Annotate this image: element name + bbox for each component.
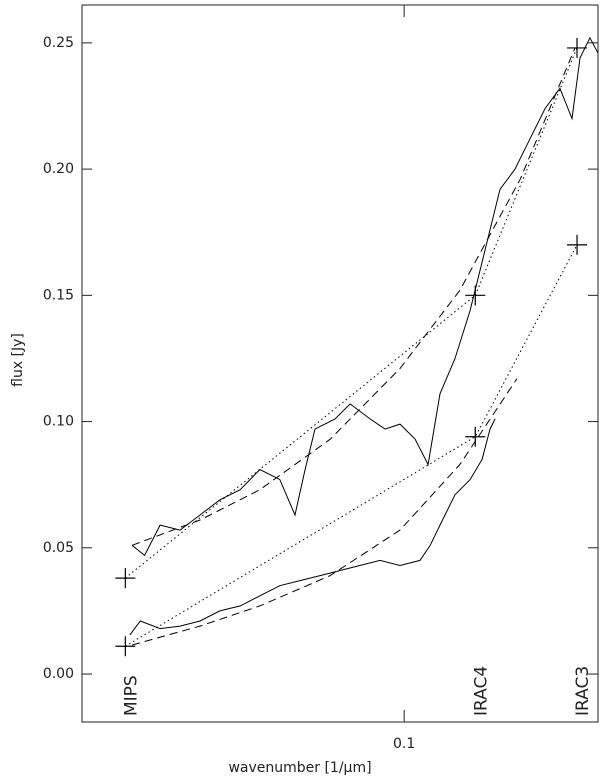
series-line xyxy=(124,47,578,579)
marker xyxy=(465,285,486,306)
y-tick-label: 0.10 xyxy=(43,414,74,430)
annotation: IRAC4 xyxy=(471,666,491,716)
x-tick-label: 0.1 xyxy=(393,736,415,752)
y-tick-label: 0.20 xyxy=(43,161,74,177)
y-tick-label: 0.05 xyxy=(43,540,74,556)
series-line xyxy=(129,418,496,636)
annotation: MIPS xyxy=(121,675,141,716)
series-line xyxy=(131,47,576,546)
marker xyxy=(567,37,588,58)
marker xyxy=(567,234,588,255)
plot-frame xyxy=(81,4,599,723)
series-line xyxy=(131,36,599,557)
series-line xyxy=(131,378,518,646)
y-tick-label: 0.00 xyxy=(43,666,74,682)
annotation: IRAC3 xyxy=(573,666,593,716)
x-axis-label: wavenumber [1/μm] xyxy=(228,760,371,776)
y-tick-label: 0.25 xyxy=(43,35,74,51)
series-line xyxy=(125,244,578,647)
y-tick-label: 0.15 xyxy=(43,287,74,303)
marker xyxy=(465,426,486,447)
y-axis-label: flux [Jy] xyxy=(10,333,26,387)
marker xyxy=(115,636,136,657)
marker xyxy=(115,568,136,589)
